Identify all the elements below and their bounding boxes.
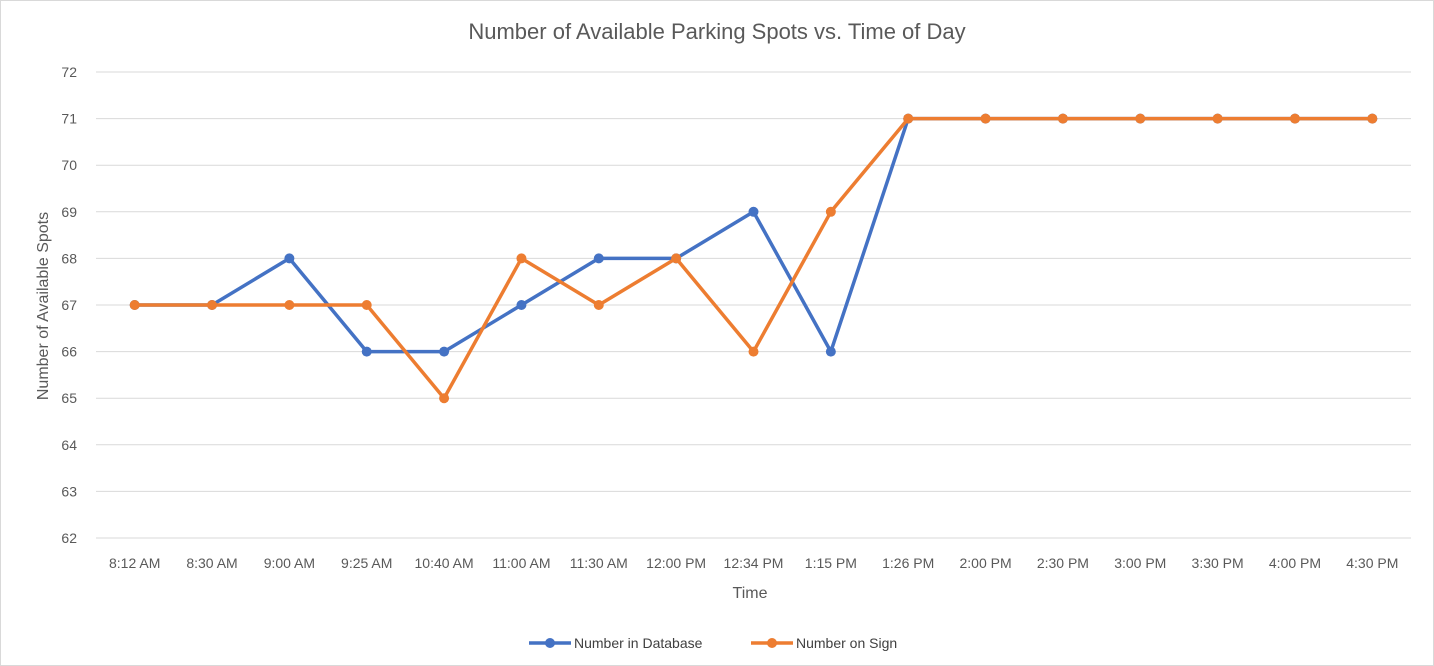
chart-title: Number of Available Parking Spots vs. Ti… xyxy=(468,19,965,44)
data-point xyxy=(361,346,372,357)
data-point xyxy=(284,300,295,310)
data-point xyxy=(903,113,914,124)
x-tick-label: 10:40 AM xyxy=(415,555,474,571)
series-1 xyxy=(129,113,1378,357)
y-tick-label: 63 xyxy=(61,483,77,499)
y-tick-label: 62 xyxy=(61,530,77,546)
y-tick-label: 69 xyxy=(61,204,77,220)
legend-item: Number in Database xyxy=(529,635,703,651)
x-tick-label: 1:26 PM xyxy=(882,555,934,571)
x-tick-label: 2:30 PM xyxy=(1037,555,1089,571)
data-point xyxy=(439,393,450,404)
data-point xyxy=(439,346,450,357)
data-point xyxy=(516,253,527,264)
data-point xyxy=(129,300,140,310)
x-tick-label: 11:30 AM xyxy=(570,555,628,571)
data-point xyxy=(980,113,991,124)
data-point xyxy=(207,300,218,310)
x-tick-label: 2:00 PM xyxy=(959,555,1011,571)
y-tick-label: 72 xyxy=(61,64,77,80)
legend-item: Number on Sign xyxy=(751,635,897,651)
legend-label: Number in Database xyxy=(574,635,703,651)
legend-label: Number on Sign xyxy=(796,635,897,651)
series-2 xyxy=(129,113,1378,404)
x-tick-label: 3:00 PM xyxy=(1114,555,1166,571)
y-tick-label: 68 xyxy=(61,250,77,266)
x-tick-label: 1:15 PM xyxy=(805,555,857,571)
data-point xyxy=(1135,113,1146,124)
series-line xyxy=(132,116,1375,354)
x-tick-label: 9:25 AM xyxy=(341,555,392,571)
data-point xyxy=(516,300,527,310)
y-tick-label: 65 xyxy=(61,390,77,406)
x-axis-ticks: 8:12 AM 8:30 AM 9:00 AM 9:25 AM 10:40 AM 11:0… xyxy=(109,555,1398,571)
x-tick-label: 4:00 PM xyxy=(1269,555,1321,571)
y-axis-title: Number of Available Spots xyxy=(35,212,52,400)
y-tick-label: 71 xyxy=(61,111,77,127)
y-tick-label: 67 xyxy=(61,297,77,313)
data-point xyxy=(1057,113,1068,124)
y-axis-ticks: 62 63 64 65 66 67 68 69 70 71 72 xyxy=(61,64,77,546)
data-point xyxy=(1212,113,1223,124)
legend: Number in Database Number on Sign xyxy=(529,635,897,651)
series-layer xyxy=(129,113,1378,404)
y-tick-label: 70 xyxy=(61,157,77,173)
y-tick-label: 66 xyxy=(61,344,77,360)
data-point xyxy=(671,253,682,264)
data-point xyxy=(1367,113,1378,124)
data-point xyxy=(748,346,759,357)
legend-marker xyxy=(767,638,777,648)
x-tick-label: 8:12 AM xyxy=(109,555,160,571)
x-tick-label: 12:00 PM xyxy=(646,555,706,571)
x-tick-label: 8:30 AM xyxy=(186,555,237,571)
data-point xyxy=(748,206,759,217)
y-tick-label: 64 xyxy=(61,437,77,453)
x-tick-label: 11:00 AM xyxy=(492,555,550,571)
data-point xyxy=(284,253,295,264)
x-tick-label: 9:00 AM xyxy=(264,555,315,571)
data-point xyxy=(361,300,372,310)
data-point xyxy=(593,300,604,310)
x-tick-label: 3:30 PM xyxy=(1192,555,1244,571)
data-point xyxy=(825,206,836,217)
data-point xyxy=(1289,113,1300,124)
x-tick-label: 4:30 PM xyxy=(1346,555,1398,571)
x-tick-label: 12:34 PM xyxy=(724,555,784,571)
x-axis-title: Time xyxy=(733,585,768,602)
legend-marker xyxy=(545,638,555,648)
data-point xyxy=(825,346,836,357)
data-point xyxy=(593,253,604,264)
